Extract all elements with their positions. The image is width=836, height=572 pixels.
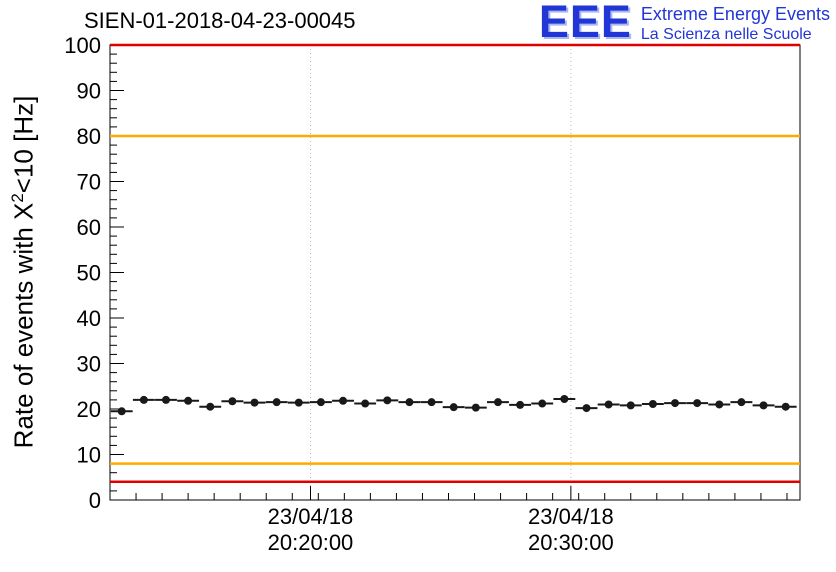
svg-text:100: 100 [64,33,101,58]
svg-text:20:20:00: 20:20:00 [268,530,354,555]
svg-text:60: 60 [77,215,101,240]
svg-text:20: 20 [77,397,101,422]
eee-logo-text: Extreme Energy Events La Scienza nelle S… [641,2,830,44]
eee-logo: EEE Extreme Energy Events La Scienza nel… [538,0,830,47]
y-axis-label: Rate of events with X2<10 [Hz] [8,37,40,507]
y-axis-label-prefix: Rate of events with X [8,202,39,449]
y-axis-label-suffix: <10 [Hz] [8,95,39,194]
svg-text:23/04/18: 23/04/18 [528,504,614,529]
y-axis-label-sup: 2 [8,193,27,203]
chart-title: SIEN-01-2018-04-23-00045 [84,8,356,33]
svg-text:50: 50 [77,261,101,286]
svg-text:80: 80 [77,124,101,149]
eee-logo-acronym: EEE [538,0,632,47]
svg-text:10: 10 [77,443,101,468]
svg-text:20:30:00: 20:30:00 [528,530,614,555]
svg-text:70: 70 [77,170,101,195]
eee-logo-subtitle-2: La Scienza nelle Scuole [640,26,812,43]
eee-logo-subtitle-1: Extreme Energy Events [640,4,830,24]
svg-text:90: 90 [77,79,101,104]
svg-text:0: 0 [89,488,101,513]
svg-text:30: 30 [77,352,101,377]
svg-text:40: 40 [77,306,101,331]
svg-text:23/04/18: 23/04/18 [268,504,354,529]
